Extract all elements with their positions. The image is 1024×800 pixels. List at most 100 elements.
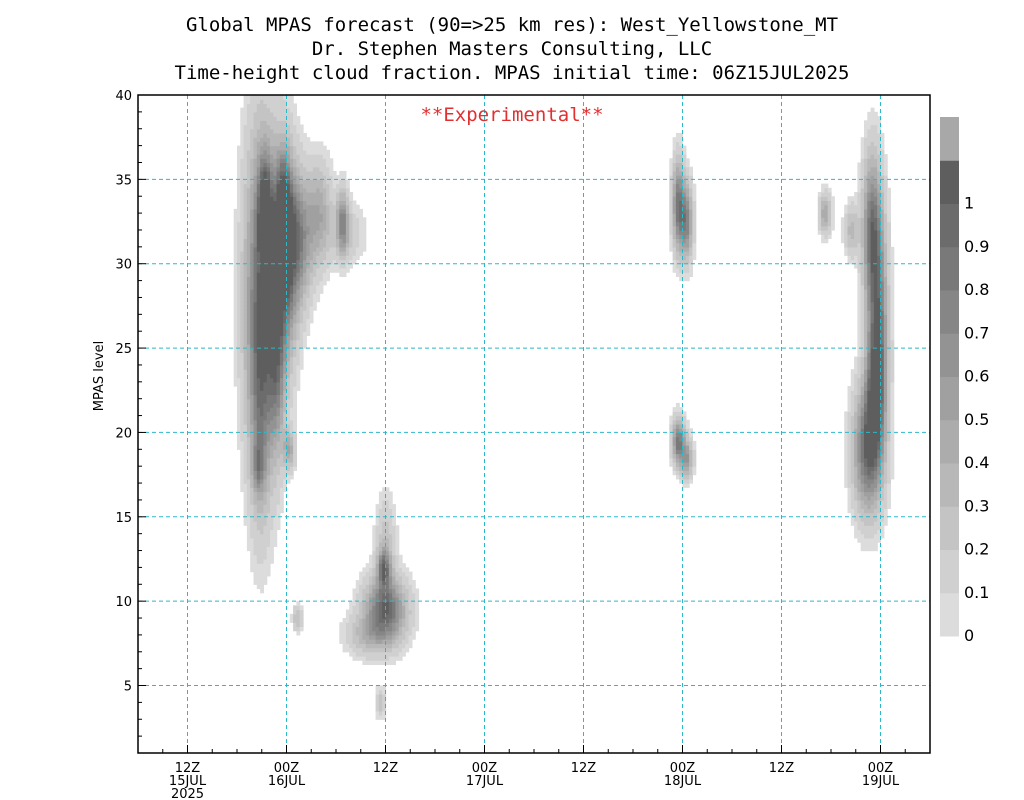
cloud-cell <box>408 571 413 577</box>
cloud-cell <box>382 613 387 619</box>
cloud-cell <box>355 229 360 235</box>
cloud-cell <box>883 466 888 471</box>
cloud-cell <box>319 255 324 261</box>
cloud-cell <box>293 331 297 337</box>
cloud-cell <box>857 457 862 463</box>
cloud-cell <box>253 554 258 560</box>
cloud-cell <box>867 179 872 185</box>
cloud-cell <box>870 449 875 455</box>
cloud-cell <box>365 592 370 598</box>
cloud-cell <box>289 470 294 476</box>
cloud-cell <box>243 276 248 282</box>
cloud-cell <box>332 221 337 227</box>
cloud-cell <box>270 183 274 189</box>
cloud-cell <box>857 305 862 311</box>
cloud-cell <box>372 542 377 547</box>
cloud-cell <box>883 242 888 248</box>
cloud-cell <box>385 504 390 509</box>
cloud-cell <box>260 546 264 552</box>
cloud-cell <box>279 377 284 383</box>
cloud-cell <box>296 242 301 248</box>
cloud-cell <box>266 116 271 121</box>
cloud-cell <box>286 352 291 358</box>
cloud-cell <box>279 170 284 176</box>
cloud-cell <box>246 440 251 446</box>
cloud-cell <box>388 504 393 509</box>
cloud-cell <box>880 453 885 459</box>
cloud-cell <box>873 432 878 438</box>
cloud-cell <box>887 335 891 341</box>
cloud-cell <box>256 407 261 412</box>
cloud-cell <box>850 449 855 455</box>
cloud-cell <box>253 242 258 248</box>
cloud-cell <box>669 221 674 227</box>
cloud-cell <box>385 639 390 644</box>
y-tick-label: 20 <box>115 426 132 441</box>
cloud-cell <box>250 432 255 438</box>
cloud-cell <box>266 571 271 577</box>
cloud-cell <box>867 208 872 214</box>
cloud-cell <box>279 145 284 151</box>
cloud-cell <box>388 639 393 644</box>
cloud-cell <box>355 584 360 590</box>
cloud-cell <box>246 335 251 341</box>
cloud-cell <box>246 453 251 459</box>
cloud-cell <box>685 432 690 438</box>
cloud-cell <box>266 196 271 202</box>
cloud-cell <box>256 563 261 569</box>
cloud-cell <box>378 537 383 543</box>
cloud-cell <box>369 592 373 598</box>
cloud-cell <box>405 622 410 628</box>
cloud-cell <box>864 221 868 227</box>
cloud-cell <box>857 529 862 535</box>
cloud-cell <box>273 107 278 113</box>
cloud-cell <box>336 187 340 193</box>
cloud-cell <box>382 639 387 644</box>
cloud-cell <box>273 175 278 180</box>
cloud-cell <box>355 613 360 619</box>
cloud-cell <box>243 432 248 438</box>
cloud-cell <box>273 141 278 147</box>
cloud-cell <box>250 196 255 202</box>
cloud-cell <box>382 525 387 531</box>
cloud-cell <box>263 554 268 560</box>
cloud-cell <box>306 246 311 252</box>
cloud-cell <box>263 280 268 286</box>
cloud-cell <box>256 546 261 552</box>
cloud-cell <box>824 204 829 210</box>
cloud-cell <box>256 229 261 235</box>
cloud-cell <box>880 424 885 429</box>
cloud-cell <box>385 622 390 628</box>
cloud-cell <box>867 251 872 256</box>
cloud-cell <box>405 634 410 640</box>
cloud-cell <box>273 398 278 404</box>
cloud-cell <box>378 592 383 598</box>
cloud-cell <box>345 217 350 223</box>
cloud-cell <box>864 246 868 252</box>
cloud-cell <box>246 310 251 315</box>
cloud-cell <box>253 529 258 535</box>
cloud-cell <box>246 495 251 501</box>
cloud-cell <box>831 213 835 218</box>
cloud-cell <box>867 542 872 547</box>
cloud-cell <box>850 457 855 463</box>
cloud-cell <box>854 238 858 244</box>
cloud-cell <box>289 162 294 168</box>
cloud-cell <box>873 369 878 374</box>
cloud-cell <box>293 276 297 282</box>
cloud-cell <box>877 310 882 315</box>
cloud-cell <box>890 348 895 353</box>
cloud-cell <box>857 255 862 261</box>
cloud-cell <box>303 297 307 303</box>
cloud-cell <box>279 103 284 109</box>
cloud-cell <box>322 170 327 176</box>
cloud-cell <box>276 487 281 493</box>
cloud-cell <box>240 251 245 256</box>
cloud-cell <box>273 145 278 151</box>
cloud-cell <box>352 613 357 619</box>
cloud-cell <box>857 386 862 391</box>
cloud-cell <box>824 234 829 240</box>
cloud-cell <box>240 360 245 366</box>
cloud-cell <box>408 626 413 632</box>
cloud-cell <box>276 343 281 349</box>
